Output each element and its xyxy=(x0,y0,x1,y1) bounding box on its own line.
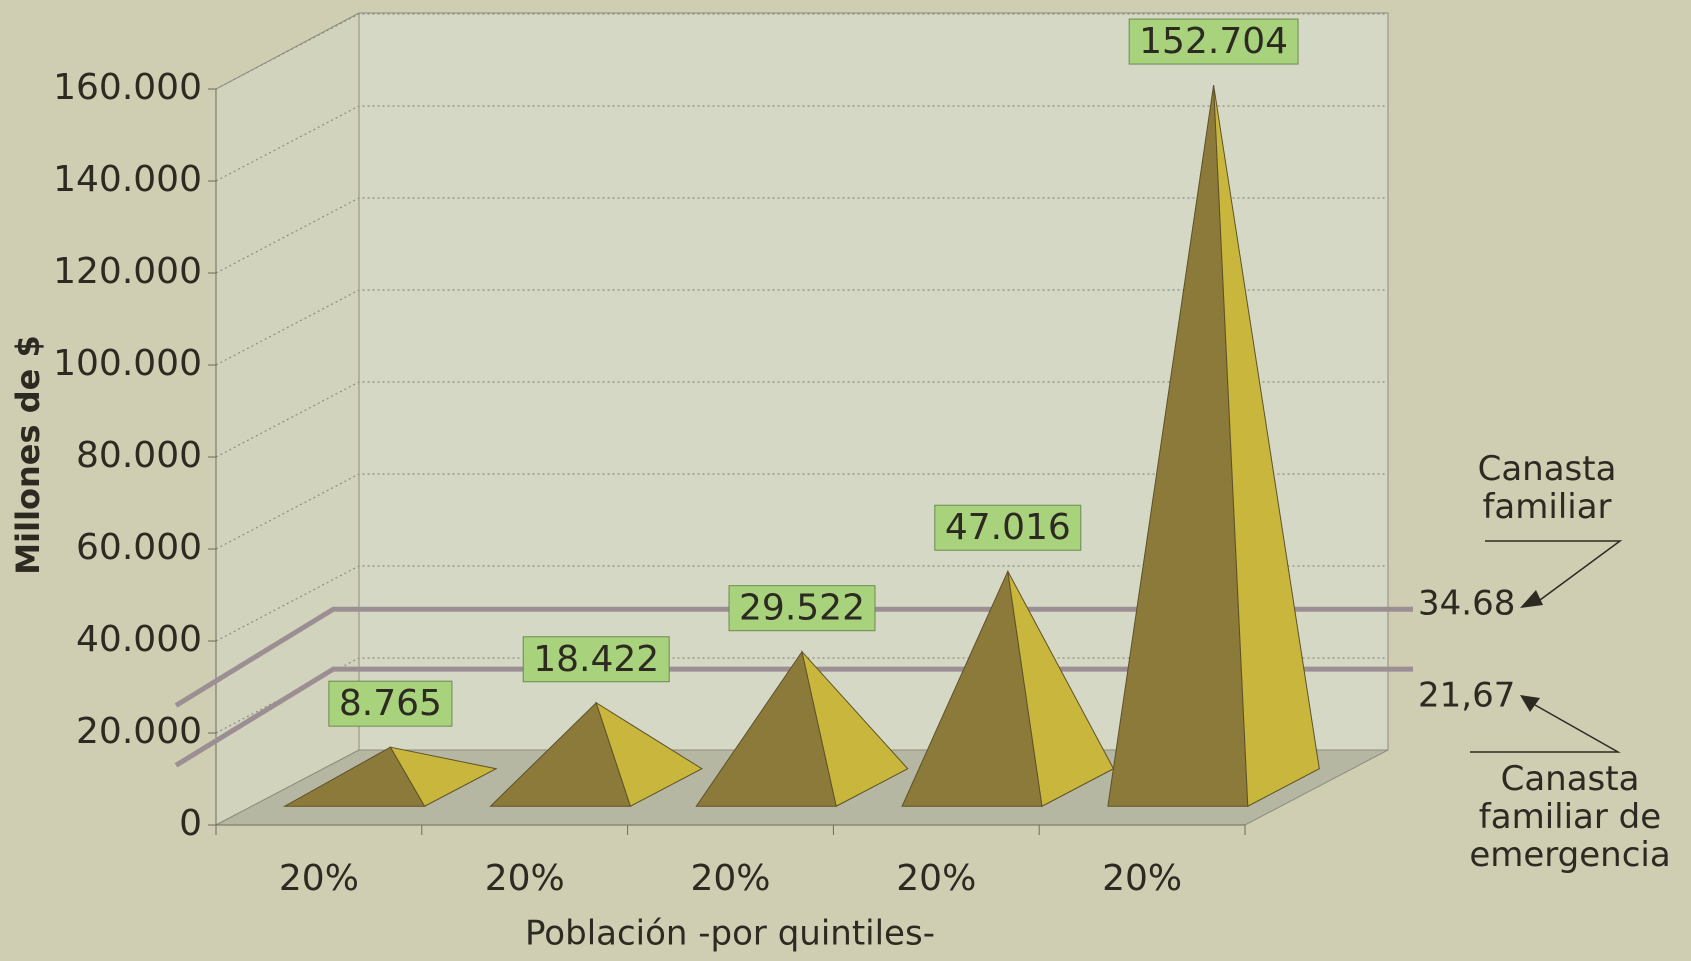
grid-line xyxy=(215,105,1388,182)
value-label: 47.016 xyxy=(945,507,1071,548)
y-tick-label: 120.000 xyxy=(53,251,202,292)
pyramid-side xyxy=(1007,570,1115,808)
y-tick-label: 140.000 xyxy=(53,159,202,200)
pyramid-side xyxy=(1213,84,1320,808)
grid-line xyxy=(215,289,1388,366)
value-label: 8.765 xyxy=(339,683,442,724)
y-tick-label: 0 xyxy=(179,803,202,844)
grid-line xyxy=(215,565,1388,642)
pyramid xyxy=(1107,84,1320,808)
reference-label: 34.68 xyxy=(1418,584,1515,624)
x-tick-label: 20% xyxy=(690,858,770,899)
grid-line xyxy=(215,657,1388,734)
arrow-head xyxy=(1520,590,1543,608)
value-label-box xyxy=(934,504,1082,551)
y-tick-label: 40.000 xyxy=(76,619,202,660)
value-label-box xyxy=(728,585,876,632)
value-label-box xyxy=(1128,18,1299,65)
grid-line xyxy=(215,197,1388,274)
pyramid xyxy=(901,569,1115,808)
arrow-line xyxy=(1470,704,1621,753)
y-tick-label: 160.000 xyxy=(53,67,202,108)
y-tick-label: 80.000 xyxy=(76,435,202,476)
pyramid-side xyxy=(595,701,703,807)
value-label: 18.422 xyxy=(533,639,659,680)
grid-line xyxy=(215,473,1388,550)
y-tick-label: 60.000 xyxy=(76,527,202,568)
arrow-head xyxy=(1520,695,1540,712)
y-axis-title: Millones de $ xyxy=(9,335,47,574)
value-label-box xyxy=(328,680,453,727)
reference-name: Canasta familiar de emergencia xyxy=(1469,759,1671,875)
x-tick-label: 20% xyxy=(1102,858,1182,899)
reference-name: Canasta familiar xyxy=(1477,449,1617,527)
grid-line xyxy=(215,13,1388,90)
value-label: 29.522 xyxy=(739,588,865,629)
pyramid xyxy=(282,746,498,807)
reference-label: 21,67 xyxy=(1418,676,1515,716)
grid-line xyxy=(215,381,1388,458)
pyramid xyxy=(489,701,703,807)
reference-line xyxy=(174,606,1413,708)
x-tick-label: 20% xyxy=(485,858,565,899)
value-label: 152.704 xyxy=(1139,21,1288,62)
pyramid-side xyxy=(389,746,498,807)
value-label-box xyxy=(522,636,670,683)
y-tick-label: 100.000 xyxy=(53,343,202,384)
x-tick-label: 20% xyxy=(896,858,976,899)
arrow-line xyxy=(1485,540,1623,601)
x-tick-label: 20% xyxy=(279,858,359,899)
pyramid xyxy=(695,649,909,807)
pyramid-side xyxy=(801,649,909,807)
y-tick-label: 20.000 xyxy=(76,711,202,752)
x-axis-title: Población -por quintiles- xyxy=(525,914,935,954)
